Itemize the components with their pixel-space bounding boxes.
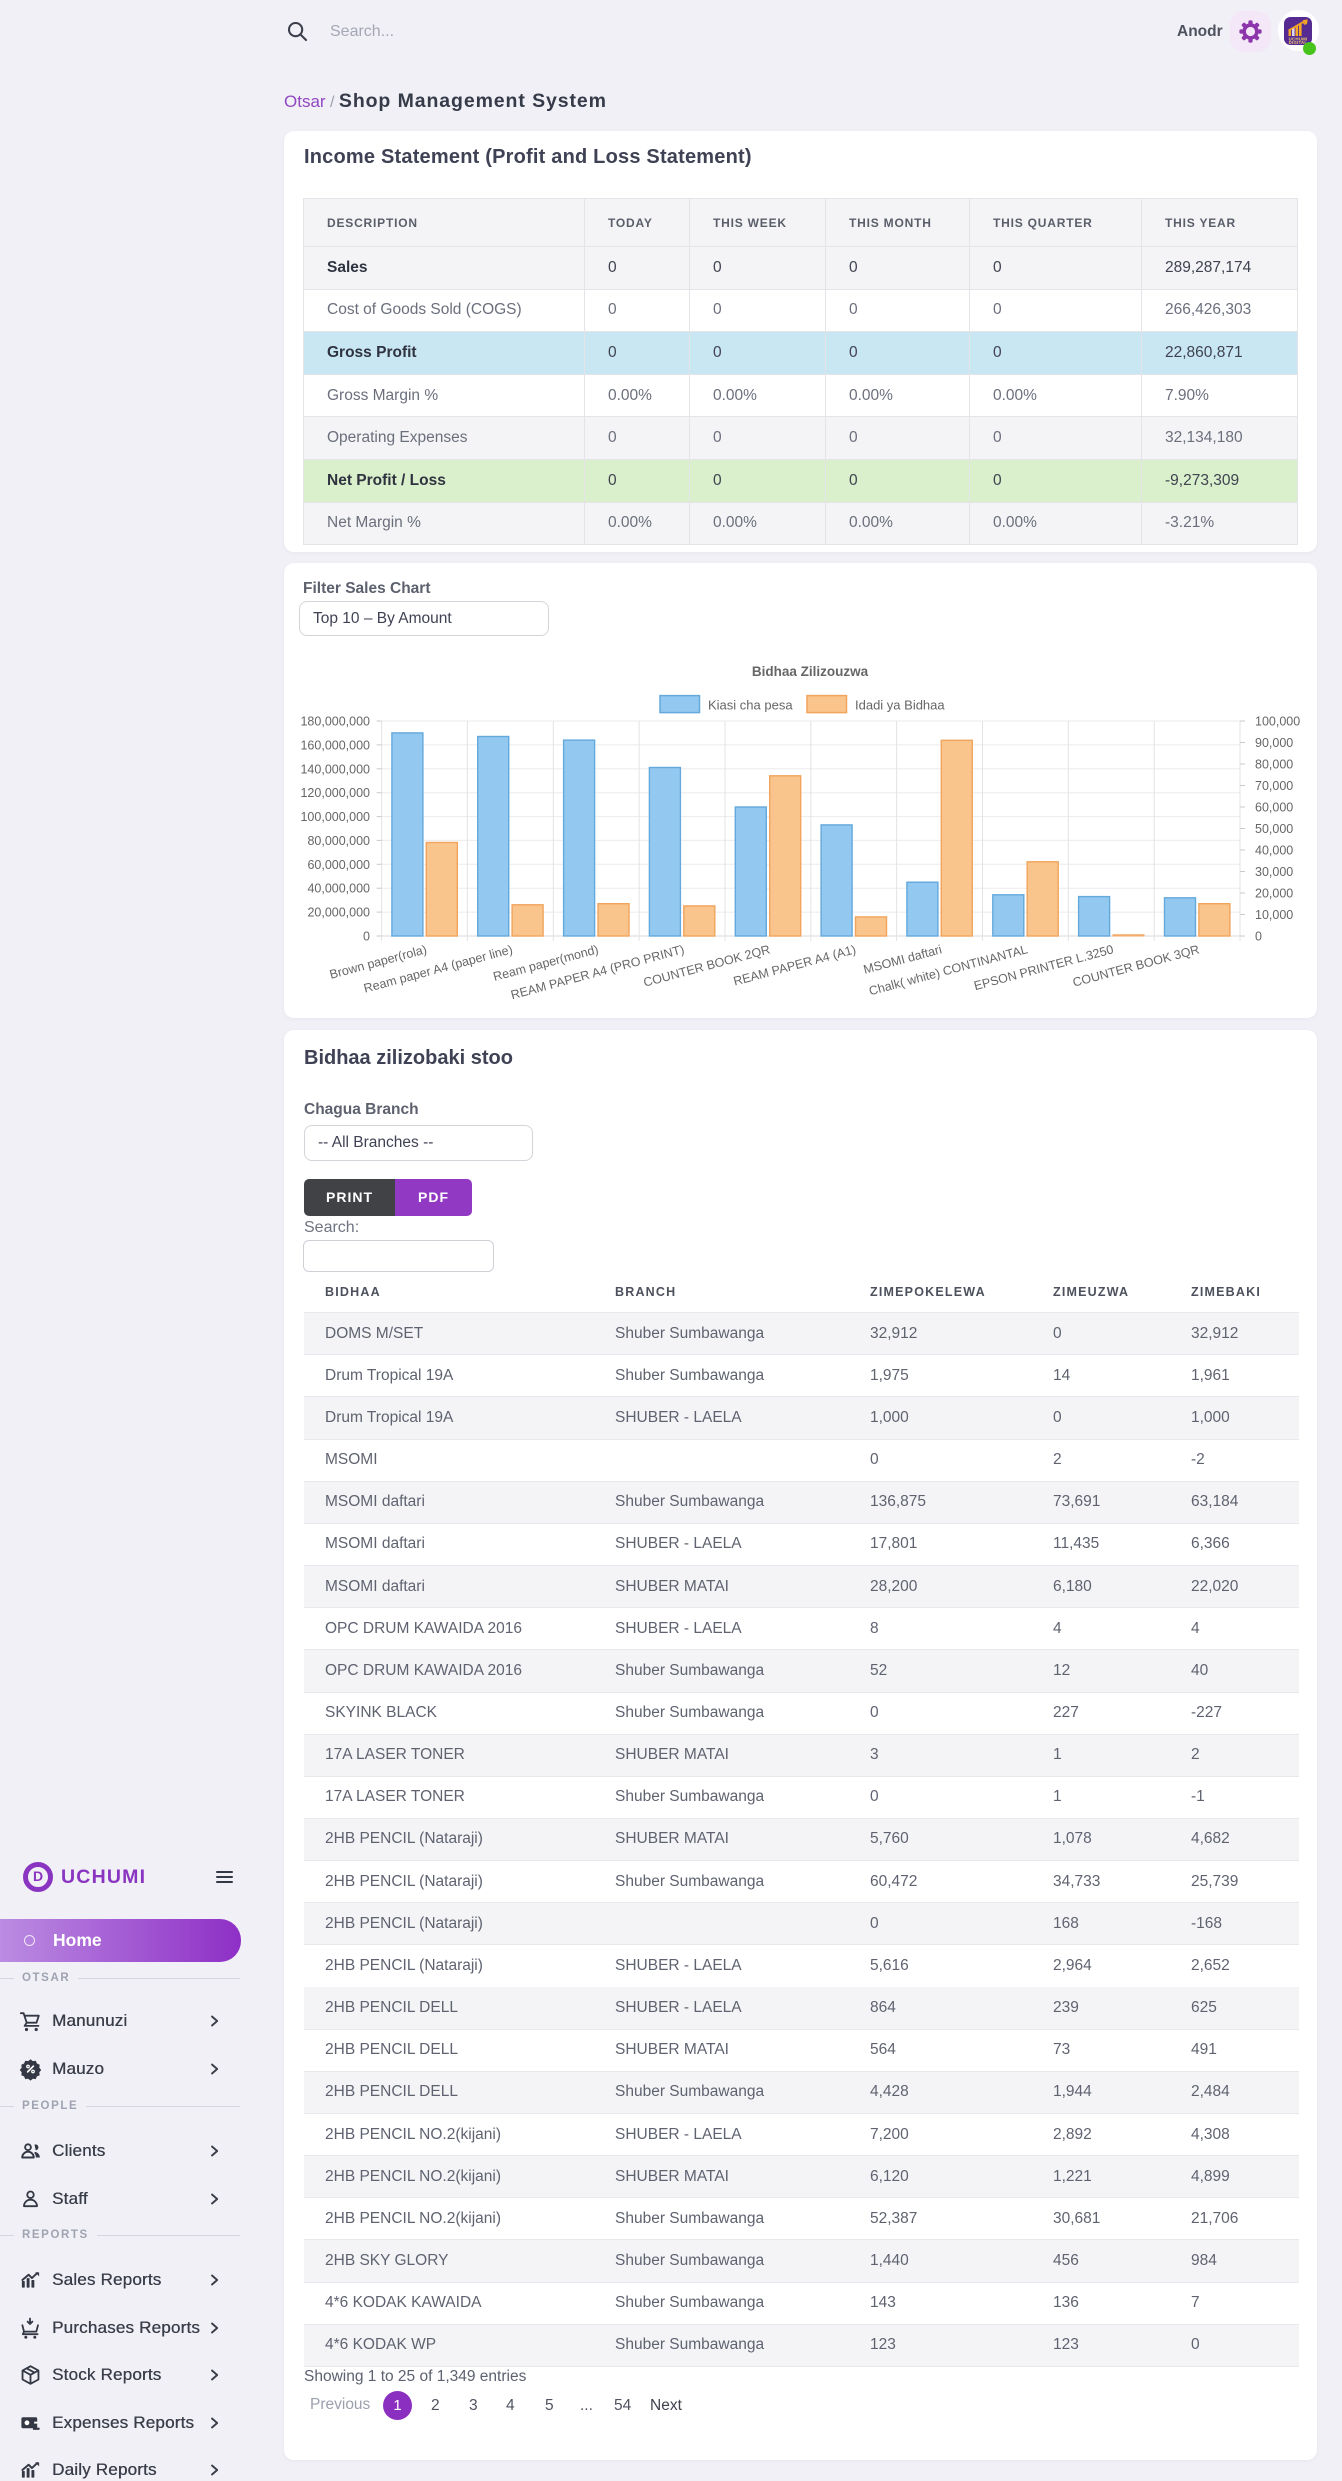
svg-text:Bidhaa Zilizouzwa: Bidhaa Zilizouzwa	[752, 664, 869, 679]
svg-text:30,000: 30,000	[1255, 865, 1293, 879]
svg-text:20,000: 20,000	[1255, 887, 1293, 901]
svg-text:Kiasi cha pesa: Kiasi cha pesa	[708, 698, 793, 713]
svg-text:Idadi ya Bidhaa: Idadi ya Bidhaa	[855, 698, 945, 713]
svg-text:120,000,000: 120,000,000	[300, 786, 370, 800]
svg-text:DIGITAL: DIGITAL	[1289, 40, 1308, 45]
svg-text:160,000,000: 160,000,000	[300, 738, 370, 752]
svg-text:180,000,000: 180,000,000	[300, 715, 370, 729]
svg-text:80,000: 80,000	[1255, 758, 1293, 772]
svg-text:60,000: 60,000	[1255, 801, 1293, 815]
svg-text:UCHUMI: UCHUMI	[1289, 36, 1308, 41]
svg-text:90,000: 90,000	[1255, 736, 1293, 750]
svg-text:140,000,000: 140,000,000	[300, 762, 370, 776]
svg-text:0: 0	[1255, 930, 1262, 944]
svg-text:60,000,000: 60,000,000	[307, 858, 370, 872]
svg-text:10,000: 10,000	[1255, 908, 1293, 922]
svg-text:50,000: 50,000	[1255, 822, 1293, 836]
svg-text:70,000: 70,000	[1255, 779, 1293, 793]
svg-text:20,000,000: 20,000,000	[307, 906, 370, 920]
svg-text:80,000,000: 80,000,000	[307, 834, 370, 848]
svg-text:Ream paper A4 (paper line): Ream paper A4 (paper line)	[362, 942, 514, 995]
svg-text:100,000: 100,000	[1255, 715, 1300, 729]
svg-text:0: 0	[363, 930, 370, 944]
svg-text:100,000,000: 100,000,000	[300, 810, 370, 824]
svg-text:40,000,000: 40,000,000	[307, 882, 370, 896]
svg-text:40,000: 40,000	[1255, 844, 1293, 858]
